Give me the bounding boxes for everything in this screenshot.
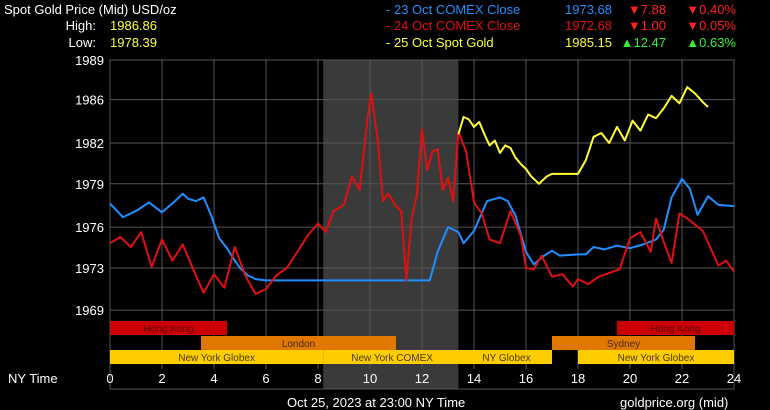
legend-price-spot-25: 1985.15 bbox=[565, 35, 612, 50]
high-label: High: bbox=[65, 18, 96, 33]
y-tick-label: 1979 bbox=[75, 177, 104, 192]
high-value: 1986.86 bbox=[110, 18, 157, 33]
low-label: Low: bbox=[68, 35, 96, 50]
x-tick-label: 14 bbox=[467, 371, 481, 386]
x-tick-label: 0 bbox=[106, 371, 113, 386]
legend-pct-comex-24: ▼0.05% bbox=[686, 18, 736, 33]
legend-pct-comex-23: ▼0.40% bbox=[686, 2, 736, 17]
session-label: New York Globex bbox=[178, 353, 255, 364]
session-label: NY Globex bbox=[482, 353, 530, 364]
legend-label-comex-24: - 24 Oct COMEX Close bbox=[386, 18, 521, 33]
session-bar bbox=[617, 321, 734, 335]
x-tick-label: 22 bbox=[675, 371, 689, 386]
series-line-2 bbox=[457, 86, 709, 185]
x-tick-label: 8 bbox=[314, 371, 321, 386]
y-tick-label: 1969 bbox=[75, 303, 104, 318]
session-bar bbox=[110, 321, 227, 335]
series-line-0 bbox=[109, 177, 735, 282]
legend-price-comex-23: 1973.68 bbox=[565, 2, 612, 17]
x-tick-label: 6 bbox=[262, 371, 269, 386]
x-tick-label: 16 bbox=[519, 371, 533, 386]
legend-change-comex-24: ▼1.00 bbox=[627, 18, 666, 33]
y-tick-label: 1989 bbox=[75, 53, 104, 68]
chart-title: Spot Gold Price (Mid) USD/oz bbox=[4, 2, 177, 17]
session-label: London bbox=[282, 339, 315, 350]
footer-timestamp: Oct 25, 2023 at 23:00 NY Time bbox=[287, 395, 466, 410]
x-tick-label: 20 bbox=[623, 371, 637, 386]
session-bar bbox=[461, 350, 552, 364]
x-tick-label: 2 bbox=[158, 371, 165, 386]
y-tick-label: 1986 bbox=[75, 93, 104, 108]
x-tick-label: 18 bbox=[571, 371, 585, 386]
session-label: New York COMEX bbox=[351, 353, 433, 364]
y-tick-label: 1982 bbox=[75, 136, 104, 151]
legend-label-spot-25: - 25 Oct Spot Gold bbox=[386, 35, 494, 50]
low-value: 1978.39 bbox=[110, 35, 157, 50]
session-bar bbox=[578, 350, 734, 364]
legend-pct-spot-25: ▲0.63% bbox=[686, 35, 736, 50]
x-tick-label: 12 bbox=[415, 371, 429, 386]
legend-change-spot-25: ▲12.47 bbox=[620, 35, 666, 50]
x-axis-label: NY Time bbox=[8, 371, 58, 386]
legend-price-comex-24: 1972.68 bbox=[565, 18, 612, 33]
session-label: Hong Kong bbox=[143, 324, 193, 335]
series-line-1 bbox=[109, 92, 735, 295]
x-tick-label: 4 bbox=[210, 371, 217, 386]
x-tick-label: 24 bbox=[727, 371, 741, 386]
session-bar bbox=[323, 350, 461, 364]
legend-change-comex-23: ▼7.88 bbox=[627, 2, 666, 17]
session-label: New York Globex bbox=[618, 353, 695, 364]
session-bar bbox=[201, 336, 396, 350]
session-bar bbox=[552, 336, 695, 350]
y-tick-label: 1976 bbox=[75, 220, 104, 235]
session-bar bbox=[110, 350, 324, 364]
footer-source: goldprice.org (mid) bbox=[620, 395, 729, 410]
comex-session-highlight bbox=[323, 60, 459, 389]
legend-label-comex-23: - 23 Oct COMEX Close bbox=[386, 2, 521, 17]
x-tick-label: 10 bbox=[363, 371, 377, 386]
y-tick-label: 1973 bbox=[75, 261, 104, 276]
session-label: Hong Kong bbox=[650, 324, 700, 335]
session-label: Sydney bbox=[607, 339, 640, 350]
